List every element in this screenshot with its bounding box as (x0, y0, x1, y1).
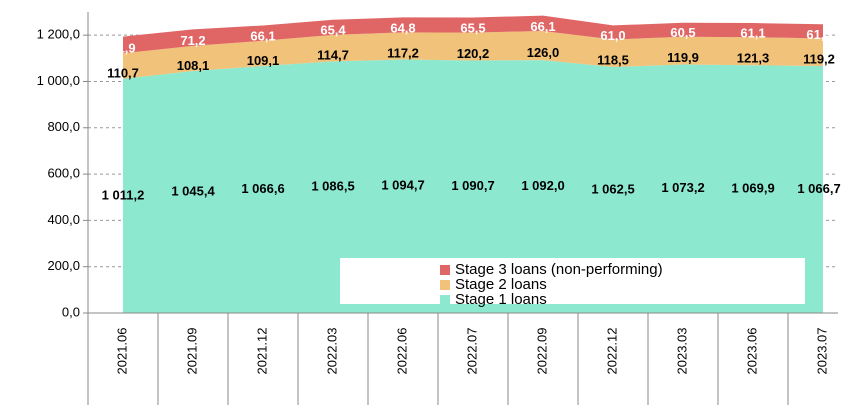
legend: Stage 3 loans (non-performing)Stage 2 lo… (340, 258, 805, 308)
data-label: 1 066,6 (241, 181, 284, 196)
data-label: 64,8 (390, 20, 415, 35)
x-tick-label: 2022.09 (534, 328, 549, 375)
data-label: 121,3 (737, 51, 770, 66)
y-tick-label: 600,0 (47, 166, 80, 181)
area (123, 15, 823, 54)
x-tick-label: 2022.07 (464, 328, 479, 375)
data-label: 1 092,0 (521, 178, 564, 193)
x-tick-label: 2021.09 (184, 328, 199, 375)
data-label: 1 062,5 (591, 181, 634, 196)
x-tick-label: 2021.06 (114, 328, 129, 375)
y-tick-label: 0,0 (62, 304, 80, 319)
data-label: 1 090,7 (451, 178, 494, 193)
area (123, 59, 823, 313)
data-label: 126,0 (527, 45, 560, 60)
x-tick-label: 2022.12 (604, 328, 619, 375)
y-tick-label: 200,0 (47, 258, 80, 273)
data-label: 119,9 (667, 50, 699, 65)
data-label: 60,5 (670, 25, 695, 40)
legend-swatch (440, 265, 450, 275)
x-tick-label: 2023.03 (674, 328, 689, 375)
data-label: 66,1 (530, 19, 555, 34)
y-tick-label: 1 200,0 (37, 27, 80, 42)
data-label: 110,7 (107, 65, 139, 80)
data-label: 71,9 (110, 40, 135, 55)
data-label: 114,7 (317, 48, 349, 63)
x-tick-label: 2022.03 (324, 328, 339, 375)
data-label: 65,5 (460, 20, 485, 35)
data-label: 71,2 (180, 33, 205, 48)
data-label: 1 086,5 (311, 179, 354, 194)
legend-swatch (440, 295, 450, 305)
data-label: 1 073,2 (661, 180, 704, 195)
y-tick-label: 800,0 (47, 119, 80, 134)
data-label: 117,2 (387, 45, 419, 60)
data-label: 66,1 (250, 29, 275, 44)
y-tick-label: 400,0 (47, 212, 80, 227)
x-tick-label: 2021.12 (254, 328, 269, 375)
data-label: 1 045,4 (171, 183, 215, 198)
x-tick-label: 2023.06 (744, 328, 759, 375)
data-label: 1 066,7 (797, 181, 840, 196)
legend-swatch (440, 280, 450, 290)
x-tick-label: 2022.06 (394, 328, 409, 375)
data-label: 108,1 (177, 58, 210, 73)
data-label: 65,4 (320, 23, 346, 38)
data-label: 1 069,9 (731, 181, 774, 196)
legend-box (340, 258, 805, 304)
y-tick-label: 1 000,0 (37, 73, 80, 88)
legend-label: Stage 1 loans (455, 291, 547, 308)
data-label: 61,0 (600, 28, 625, 43)
data-label: 1 094,7 (381, 178, 424, 193)
legend-label: Stage 2 loans (455, 276, 547, 293)
area (123, 30, 823, 79)
data-label: 61,3 (806, 27, 831, 42)
data-label: 1 011,2 (102, 187, 145, 202)
legend-label: Stage 3 loans (non-performing) (455, 261, 663, 278)
x-tick-label: 2023.07 (814, 328, 829, 375)
data-label: 119,2 (803, 52, 835, 67)
data-label: 61,1 (740, 26, 765, 41)
data-label: 109,1 (247, 53, 280, 68)
data-label: 120,2 (457, 46, 490, 61)
data-label: 118,5 (597, 53, 629, 68)
